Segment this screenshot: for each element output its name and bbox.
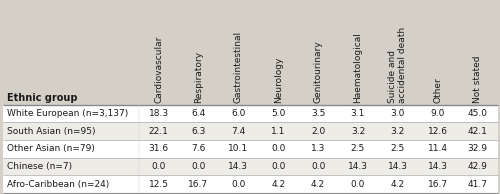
Text: 1.3: 1.3 [311, 144, 325, 153]
Bar [2, 105, 498, 122]
Bar [2, 158, 498, 175]
Text: 2.5: 2.5 [390, 144, 405, 153]
Text: 4.2: 4.2 [391, 180, 405, 189]
Text: 4.2: 4.2 [271, 180, 285, 189]
Text: Respiratory: Respiratory [194, 51, 203, 103]
Text: 2.5: 2.5 [351, 144, 365, 153]
Text: 0.0: 0.0 [351, 180, 365, 189]
Text: 0.0: 0.0 [271, 144, 285, 153]
Text: 0.0: 0.0 [191, 162, 206, 171]
Text: Ethnic group: Ethnic group [6, 94, 77, 103]
Text: 3.5: 3.5 [311, 109, 325, 118]
Text: 6.4: 6.4 [192, 109, 205, 118]
Text: 6.0: 6.0 [231, 109, 246, 118]
Text: 16.7: 16.7 [188, 180, 208, 189]
Text: 14.3: 14.3 [428, 162, 448, 171]
Text: 14.3: 14.3 [348, 162, 368, 171]
Text: Neurology: Neurology [274, 56, 282, 103]
Text: 32.9: 32.9 [468, 144, 487, 153]
Text: 5.0: 5.0 [271, 109, 285, 118]
Bar [2, 175, 498, 193]
Text: 7.6: 7.6 [191, 144, 206, 153]
Text: 0.0: 0.0 [231, 180, 246, 189]
Bar [2, 122, 498, 140]
Text: 4.2: 4.2 [311, 180, 325, 189]
Text: Other: Other [433, 77, 442, 103]
Text: Suicide and
accidental death: Suicide and accidental death [388, 27, 407, 103]
Text: Haematological: Haematological [354, 32, 362, 103]
Text: 31.6: 31.6 [148, 144, 169, 153]
Text: Not stated: Not stated [473, 55, 482, 103]
Text: 42.9: 42.9 [468, 162, 487, 171]
Text: 7.4: 7.4 [231, 127, 246, 136]
Text: 16.7: 16.7 [428, 180, 448, 189]
Text: 12.6: 12.6 [428, 127, 448, 136]
Text: 14.3: 14.3 [388, 162, 408, 171]
Text: 1.1: 1.1 [271, 127, 285, 136]
Text: 3.1: 3.1 [351, 109, 365, 118]
Text: Gastrointestinal: Gastrointestinal [234, 31, 243, 103]
Text: Genitourinary: Genitourinary [314, 40, 322, 103]
Text: 0.0: 0.0 [271, 162, 285, 171]
Text: Afro-Caribbean (n=24): Afro-Caribbean (n=24) [6, 180, 109, 189]
Text: 10.1: 10.1 [228, 144, 248, 153]
Text: 41.7: 41.7 [468, 180, 487, 189]
Text: 42.1: 42.1 [468, 127, 487, 136]
Text: 2.0: 2.0 [311, 127, 325, 136]
Text: 12.5: 12.5 [148, 180, 169, 189]
Text: 11.4: 11.4 [428, 144, 448, 153]
Text: 18.3: 18.3 [148, 109, 169, 118]
Text: 3.2: 3.2 [390, 127, 405, 136]
Text: Other Asian (n=79): Other Asian (n=79) [6, 144, 94, 153]
Text: 14.3: 14.3 [228, 162, 248, 171]
Bar [2, 140, 498, 158]
Text: 22.1: 22.1 [148, 127, 169, 136]
Text: 0.0: 0.0 [152, 162, 166, 171]
Text: 6.3: 6.3 [191, 127, 206, 136]
Text: 9.0: 9.0 [430, 109, 445, 118]
Text: 3.2: 3.2 [351, 127, 365, 136]
Text: Cardiovascular: Cardiovascular [154, 35, 163, 103]
Text: South Asian (n=95): South Asian (n=95) [6, 127, 95, 136]
Text: 3.0: 3.0 [390, 109, 405, 118]
Text: 45.0: 45.0 [468, 109, 487, 118]
Text: White European (n=3,137): White European (n=3,137) [6, 109, 128, 118]
Text: Chinese (n=7): Chinese (n=7) [6, 162, 71, 171]
Text: 0.0: 0.0 [311, 162, 325, 171]
